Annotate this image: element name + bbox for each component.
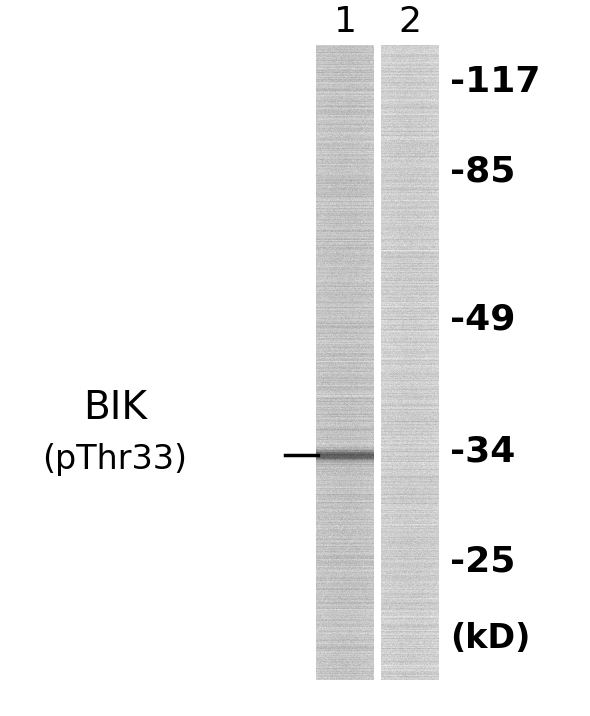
Text: -34: -34	[450, 435, 516, 469]
Text: -85: -85	[450, 155, 516, 189]
Text: -117: -117	[450, 65, 540, 99]
Text: 1: 1	[333, 5, 356, 39]
Text: (pThr33): (pThr33)	[42, 443, 188, 477]
Text: 2: 2	[398, 5, 421, 39]
Text: -25: -25	[450, 545, 516, 579]
Text: BIK: BIK	[83, 389, 147, 427]
Text: -49: -49	[450, 303, 516, 337]
Text: (kD): (kD)	[450, 621, 530, 654]
